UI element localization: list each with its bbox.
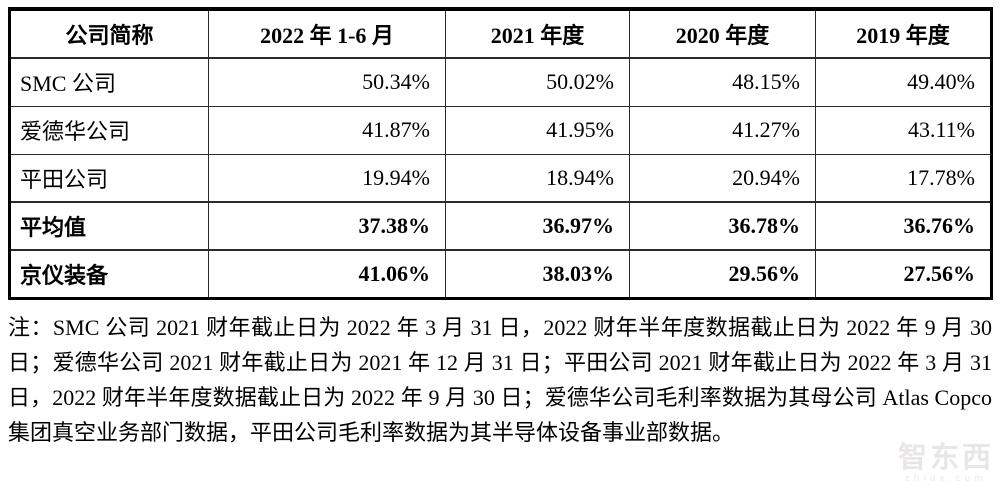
column-header-2020: 2020 年度 [629,8,816,59]
value-cell: 49.40% [815,57,992,107]
column-header-2021: 2021 年度 [445,8,630,59]
company-name: 平田公司 [9,153,209,203]
company-name: 京仪装备 [9,249,209,299]
table-row-edwards: 爱德华公司 41.87% 41.95% 41.27% 43.11% [9,105,992,155]
value-cell: 37.38% [208,201,446,251]
value-cell: 36.97% [445,201,630,251]
value-cell: 43.11% [815,105,992,155]
column-header-company: 公司简称 [9,8,209,59]
value-cell: 19.94% [208,153,446,203]
value-cell: 41.06% [208,249,446,299]
table-row-jingyi: 京仪装备 41.06% 38.03% 29.56% 27.56% [9,249,992,299]
table-row-smc: SMC 公司 50.34% 50.02% 48.15% 49.40% [9,57,992,107]
value-cell: 41.87% [208,105,446,155]
gross-margin-table: 公司简称 2022 年 1-6 月 2021 年度 2020 年度 2019 年… [8,7,993,300]
value-cell: 38.03% [445,249,630,299]
value-cell: 18.94% [445,153,630,203]
column-header-2022h1: 2022 年 1-6 月 [208,8,446,59]
company-name: SMC 公司 [9,57,209,107]
table-row-average: 平均值 37.38% 36.97% 36.78% 36.76% [9,201,992,251]
header-row: 公司简称 2022 年 1-6 月 2021 年度 2020 年度 2019 年… [9,8,992,59]
value-cell: 29.56% [629,249,816,299]
value-cell: 20.94% [629,153,816,203]
value-cell: 50.02% [445,57,630,107]
comparison-table-section: 公司简称 2022 年 1-6 月 2021 年度 2020 年度 2019 年… [8,7,993,300]
value-cell: 50.34% [208,57,446,107]
value-cell: 36.78% [629,201,816,251]
value-cell: 36.76% [815,201,992,251]
value-cell: 48.15% [629,57,816,107]
column-header-2019: 2019 年度 [815,8,992,59]
zhidx-domain-text: zhidx.com [904,474,988,484]
value-cell: 27.56% [815,249,992,299]
value-cell: 41.27% [629,105,816,155]
table-row-hirata: 平田公司 19.94% 18.94% 20.94% 17.78% [9,153,992,203]
company-name: 爱德华公司 [9,105,209,155]
value-cell: 41.95% [445,105,630,155]
value-cell: 17.78% [815,153,992,203]
company-name: 平均值 [9,201,209,251]
footnote-text: 注：SMC 公司 2021 财年截止日为 2022 年 3 月 31 日，202… [8,314,992,445]
